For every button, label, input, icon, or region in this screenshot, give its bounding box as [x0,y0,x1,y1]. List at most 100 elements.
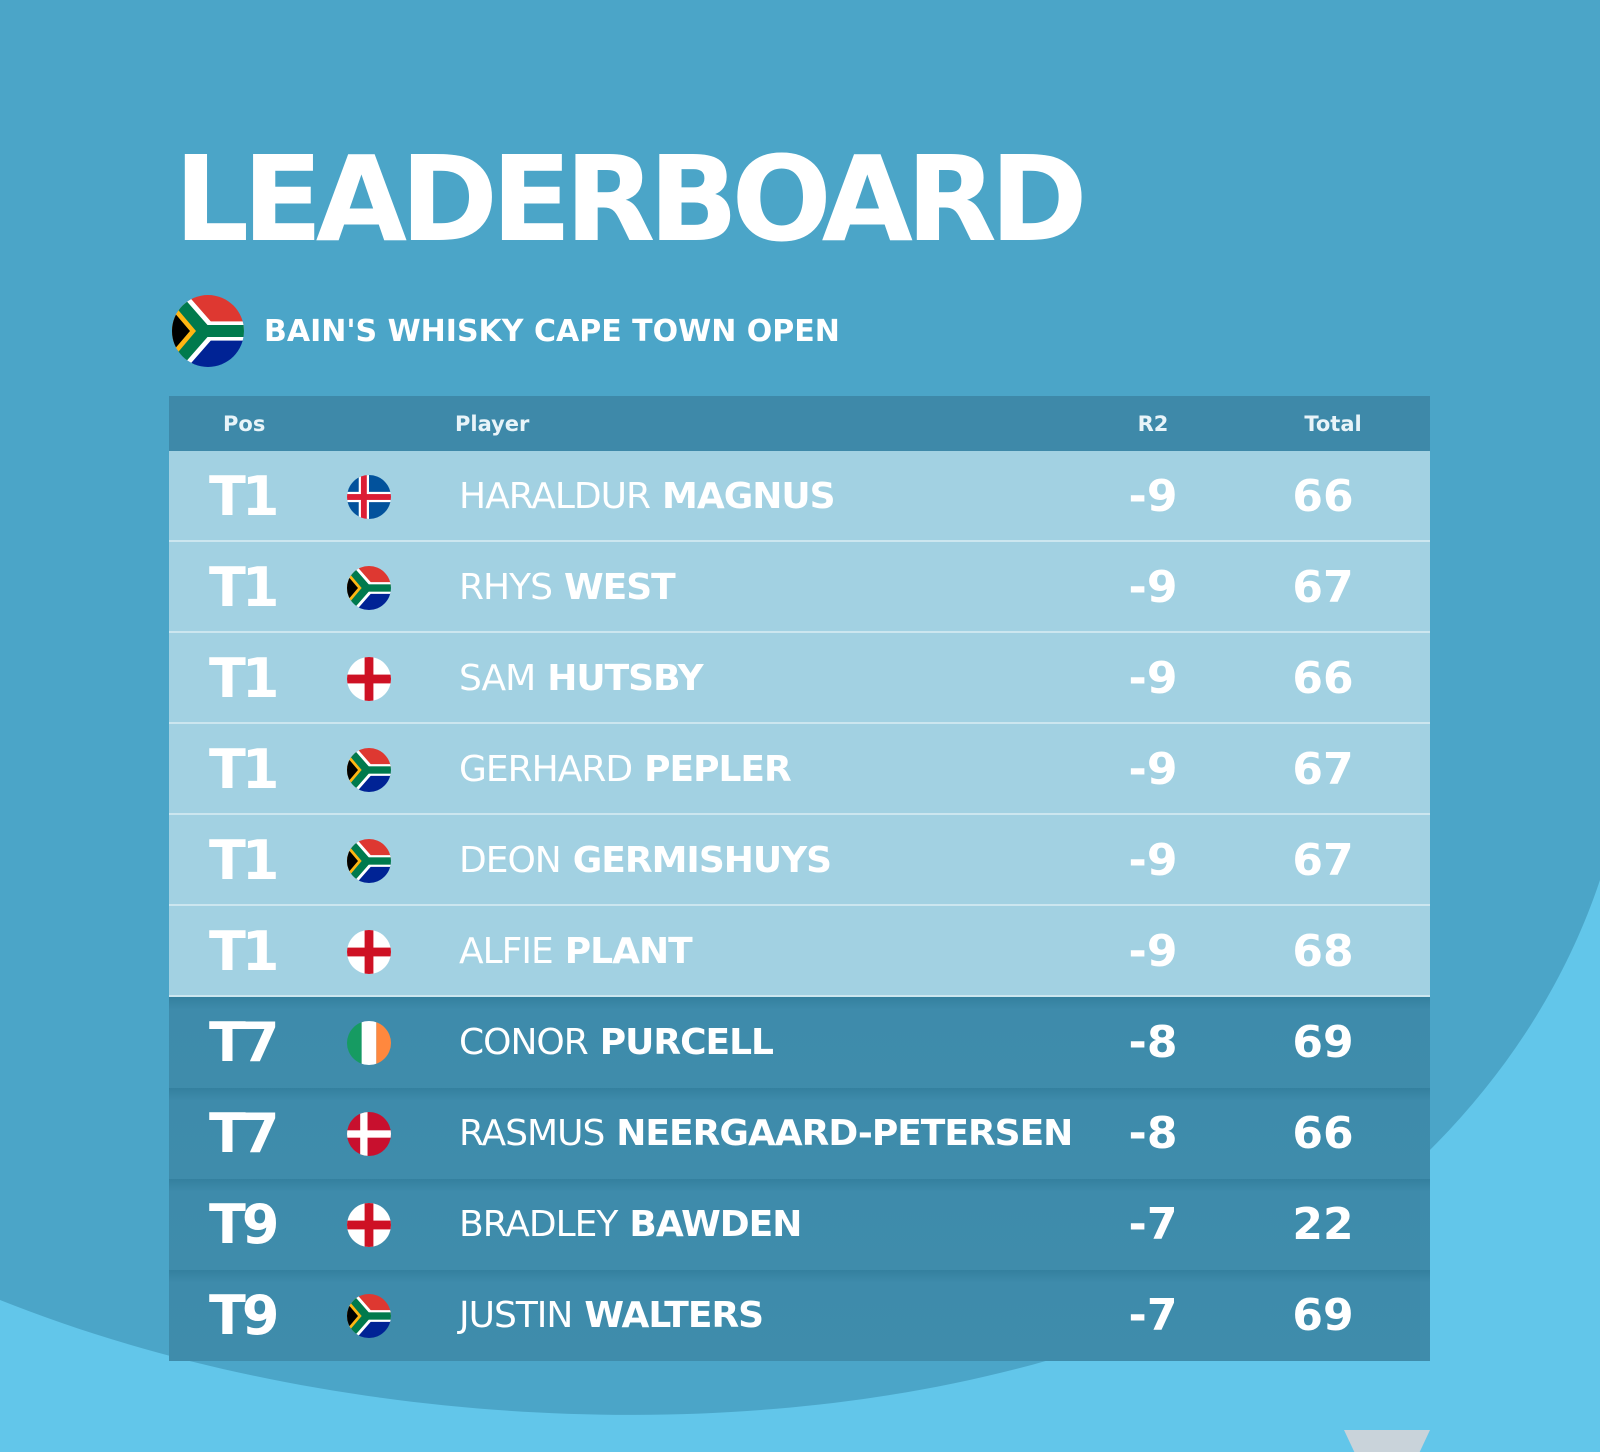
table-row[interactable]: T1 GERHARD PEPLER -9 67 [169,724,1430,815]
flag-cell [347,1088,391,1179]
south-africa-flag-icon [347,838,391,883]
flag-cell [347,815,391,906]
position-label: T9 [209,1284,279,1347]
table-row[interactable]: T1 SAM HUTSBY -9 66 [169,633,1430,724]
table-row[interactable]: T7 CONOR PURCELL -8 69 [169,997,1430,1088]
event-header: BAIN'S WHISKY CAPE TOWN OPEN [172,294,840,368]
player-last-name: GERMISHUYS [572,840,832,881]
flag-cell [347,997,391,1088]
round-2-score: -7 [1128,1199,1178,1250]
total-score: 66 [1292,653,1354,704]
total-score: 67 [1292,744,1354,795]
position-label: T1 [209,647,279,710]
player-last-name: HUTSBY [547,658,703,699]
player-last-name: PEPLER [644,749,792,790]
ireland-flag-icon [347,1020,391,1065]
player-first-name: JUSTIN [459,1295,573,1336]
position-label: T1 [209,465,279,528]
flag-cell [347,724,391,815]
position-label: T1 [209,556,279,619]
flag-cell [347,633,391,724]
total-score: 22 [1292,1199,1354,1250]
player-last-name: WALTERS [584,1295,764,1336]
table-header: Pos Player R2 Total [169,396,1430,451]
position-label: T7 [209,1011,279,1074]
player-last-name: PLANT [564,931,693,972]
player-last-name: WEST [563,567,676,608]
round-2-score: -8 [1128,1108,1178,1159]
table-row[interactable]: T9 BRADLEY BAWDEN -7 22 [169,1179,1430,1270]
table-body: T1 HARALDUR MAGNUS -9 66 T1 RHYS WEST -9 67 T1 SAM H… [169,451,1430,1361]
flag-cell [347,1179,391,1270]
player-name[interactable]: BRADLEY BAWDEN [459,1179,802,1270]
position-label: T1 [209,920,279,983]
player-name[interactable]: SAM HUTSBY [459,633,704,724]
player-last-name: BAWDEN [629,1204,802,1245]
player-last-name: MAGNUS [662,476,836,517]
table-row[interactable]: T1 HARALDUR MAGNUS -9 66 [169,451,1430,542]
table-row[interactable]: T9 JUSTIN WALTERS -7 69 [169,1270,1430,1361]
round-2-score: -7 [1128,1290,1178,1341]
column-header-r2: R2 [1137,412,1169,436]
player-first-name: ALFIE [459,931,554,972]
position-label: T1 [209,829,279,892]
player-first-name: BRADLEY [459,1204,618,1245]
player-last-name: NEERGAARD-PETERSEN [616,1113,1073,1154]
total-score: 67 [1292,562,1354,613]
position-label: T9 [209,1193,279,1256]
south-africa-flag-icon [347,1293,391,1338]
south-africa-flag-icon [172,295,244,367]
denmark-flag-icon [347,1111,391,1156]
total-score: 67 [1292,835,1354,886]
position-label: T7 [209,1102,279,1165]
player-name[interactable]: GERHARD PEPLER [459,724,792,815]
round-2-score: -9 [1128,562,1178,613]
column-header-player: Player [455,412,530,436]
player-last-name: PURCELL [599,1022,774,1063]
round-2-score: -9 [1128,471,1178,522]
round-2-score: -8 [1128,1017,1178,1068]
player-name[interactable]: CONOR PURCELL [459,997,774,1088]
south-africa-flag-icon [347,747,391,792]
position-label: T1 [209,738,279,801]
column-header-total: Total [1304,412,1362,436]
player-first-name: HARALDUR [459,476,651,517]
flag-cell [347,1270,391,1361]
player-name[interactable]: RASMUS NEERGAARD-PETERSEN [459,1088,1073,1179]
player-first-name: DEON [459,840,562,881]
table-row[interactable]: T1 DEON GERMISHUYS -9 67 [169,815,1430,906]
player-first-name: GERHARD [459,749,633,790]
player-name[interactable]: RHYS WEST [459,542,676,633]
flag-cell [347,451,391,542]
scroll-tab[interactable] [1344,1430,1430,1452]
player-name[interactable]: ALFIE PLANT [459,906,693,997]
south-africa-flag-icon [347,565,391,610]
total-score: 66 [1292,471,1354,522]
england-flag-icon [347,656,391,701]
total-score: 69 [1292,1017,1354,1068]
iceland-flag-icon [347,474,391,519]
round-2-score: -9 [1128,926,1178,977]
column-header-pos: Pos [223,412,266,436]
flag-cell [347,542,391,633]
player-first-name: RHYS [459,567,553,608]
flag-cell [347,906,391,997]
round-2-score: -9 [1128,744,1178,795]
leaderboard-table: Pos Player R2 Total T1 HARALDUR MAGNUS -9 66… [169,396,1430,1361]
player-first-name: CONOR [459,1022,589,1063]
table-row[interactable]: T1 RHYS WEST -9 67 [169,542,1430,633]
england-flag-icon [347,1202,391,1247]
player-name[interactable]: HARALDUR MAGNUS [459,451,836,542]
player-first-name: SAM [459,658,536,699]
table-row[interactable]: T7 RASMUS NEERGAARD-PETERSEN -8 66 [169,1088,1430,1179]
round-2-score: -9 [1128,835,1178,886]
round-2-score: -9 [1128,653,1178,704]
player-name[interactable]: JUSTIN WALTERS [459,1270,764,1361]
player-name[interactable]: DEON GERMISHUYS [459,815,832,906]
total-score: 68 [1292,926,1354,977]
table-row[interactable]: T1 ALFIE PLANT -9 68 [169,906,1430,997]
event-name: BAIN'S WHISKY CAPE TOWN OPEN [264,313,840,349]
total-score: 66 [1292,1108,1354,1159]
page-title: LEADERBOARD [174,130,1088,268]
total-score: 69 [1292,1290,1354,1341]
